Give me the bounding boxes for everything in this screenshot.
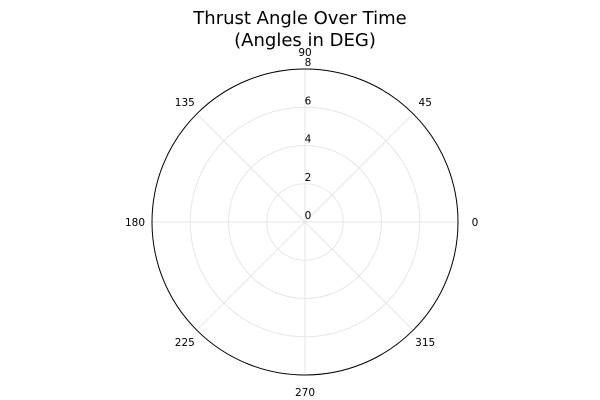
chart-subtitle: (Angles in DEG) [234,30,376,51]
radial-tick-label: 6 [305,95,312,107]
radial-gridline-4 [228,145,382,299]
angular-tick-label: 135 [175,97,195,109]
radial-tick-label: 8 [305,57,312,69]
angular-tick-label: 270 [295,387,315,399]
angular-tick-label: 225 [175,337,195,349]
radial-tick-label: 4 [305,134,312,146]
radial-gridline-6 [189,106,421,338]
polar-frame [151,68,459,376]
angular-tick-label: 90 [298,47,311,59]
radial-tick-label: 2 [305,172,312,184]
angular-tick-label: 180 [125,217,145,229]
polar-grid [151,68,459,376]
angular-tick-label: 315 [415,337,435,349]
radial-tick-label: 0 [305,210,312,222]
chart-title: Thrust Angle Over Time [192,8,406,29]
angular-tick-label: 45 [419,97,432,109]
radial-gridline-2 [266,183,344,261]
polar-tick-labels: 0 45 90 135 180 225 270 315 0 2 4 6 8 [125,47,478,399]
angular-tick-label: 0 [472,217,479,229]
